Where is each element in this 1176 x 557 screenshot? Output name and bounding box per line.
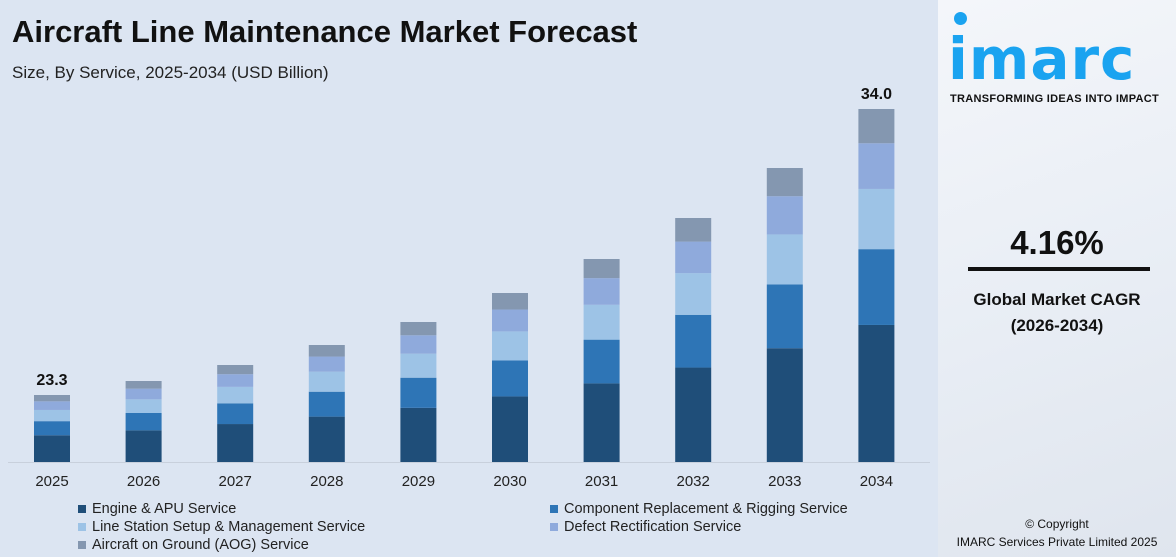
- bar-segment-2029-0: [400, 407, 437, 462]
- bar-segment-2030-3: [492, 309, 528, 332]
- legend-label: Engine & APU Service: [92, 501, 237, 517]
- legend-item: Line Station Setup & Management Service: [78, 519, 365, 535]
- bar-segment-2031-4: [583, 259, 620, 279]
- bar-segment-2032-0: [675, 367, 712, 462]
- bar-segment-2030-1: [492, 360, 528, 397]
- x-tick-label: 2026: [127, 473, 160, 490]
- bar-segment-2029-2: [400, 353, 437, 378]
- legend-swatch: [78, 505, 86, 513]
- bar-segment-2027-3: [217, 374, 254, 387]
- bar-segment-2025-4: [34, 395, 70, 402]
- legend-label: Component Replacement & Rigging Service: [564, 501, 848, 517]
- copyright-line2: IMARC Services Private Limited 2025: [956, 535, 1158, 549]
- bar-segment-2033-0: [766, 348, 803, 462]
- bar-segment-2033-2: [766, 234, 803, 285]
- x-tick-label: 2029: [402, 473, 435, 490]
- total-label: 34.0: [861, 86, 892, 103]
- bar-segment-2030-0: [492, 396, 528, 462]
- bar-segment-2027-2: [217, 386, 254, 404]
- imarc-logo: imarc: [948, 25, 1136, 93]
- bar-segment-2034-2: [858, 188, 895, 250]
- legend-item: Defect Rectification Service: [550, 519, 741, 535]
- legend-swatch: [78, 541, 86, 549]
- bar-segment-2029-1: [400, 377, 437, 408]
- bar-segment-2027-1: [217, 403, 254, 425]
- chart-subtitle: Size, By Service, 2025-2034 (USD Billion…: [12, 63, 329, 82]
- bar-segment-2032-3: [675, 241, 712, 274]
- legend-item: Component Replacement & Rigging Service: [550, 501, 848, 517]
- bar-segment-2028-3: [308, 356, 345, 372]
- chart-area: Aircraft Line Maintenance Market Forecas…: [8, 14, 930, 553]
- legend-label: Defect Rectification Service: [564, 519, 742, 535]
- bar-segment-2031-0: [583, 383, 620, 462]
- bar-segment-2026-1: [125, 413, 162, 431]
- bar-segment-2026-2: [125, 399, 162, 413]
- bar-segment-2026-4: [125, 381, 162, 389]
- bar-segment-2028-4: [308, 345, 345, 357]
- tagline: TRANSFORMING IDEAS INTO IMPACT: [950, 93, 1160, 105]
- bar-plot: 2025 23.3 2026 2027 2028 2029 2030 2031 2032 2033…: [8, 86, 930, 490]
- cagr-label-line1: Global Market CAGR: [973, 290, 1141, 309]
- bar-segment-2032-1: [675, 314, 712, 368]
- legend-swatch: [550, 523, 558, 531]
- legend-item: Engine & APU Service: [78, 501, 236, 517]
- legend-label: Line Station Setup & Management Service: [92, 519, 366, 535]
- x-tick-label: 2033: [768, 473, 801, 490]
- bar-segment-2027-4: [217, 365, 254, 375]
- bar-segment-2030-4: [492, 293, 528, 310]
- chart-title: Aircraft Line Maintenance Market Forecas…: [12, 14, 638, 49]
- legend-swatch: [78, 523, 86, 531]
- total-label: 23.3: [36, 372, 67, 389]
- copyright-line1: © Copyright: [1025, 517, 1089, 531]
- cagr-value: 4.16%: [1010, 224, 1104, 261]
- bar-segment-2027-0: [217, 424, 254, 462]
- bar-segment-2028-0: [308, 416, 345, 462]
- side-panel: imarc TRANSFORMING IDEAS INTO IMPACT 4.1…: [938, 0, 1176, 557]
- bar-segment-2031-1: [583, 339, 620, 384]
- legend-swatch: [550, 505, 558, 513]
- bar-segment-2032-2: [675, 273, 712, 315]
- bar-segment-2025-1: [34, 421, 70, 436]
- x-tick-label: 2025: [35, 473, 68, 490]
- bar-segment-2028-2: [308, 371, 345, 392]
- bar-segment-2026-3: [125, 388, 162, 400]
- bar-segment-2028-1: [308, 391, 345, 417]
- bar-segment-2033-3: [766, 196, 803, 235]
- cagr-label: Global Market CAGR (2026-2034): [938, 287, 1176, 339]
- copyright: © Copyright IMARC Services Private Limit…: [938, 515, 1176, 551]
- bar-segment-2025-0: [34, 435, 70, 462]
- bar-segment-2034-1: [858, 249, 895, 325]
- x-tick-label: 2034: [860, 473, 893, 490]
- bar-segment-2029-3: [400, 335, 437, 354]
- bar-segment-2025-2: [34, 409, 70, 422]
- bar-segment-2033-1: [766, 284, 803, 349]
- bar-segment-2034-3: [858, 143, 895, 189]
- logo-dot: [954, 12, 967, 25]
- bar-segment-2034-4: [858, 109, 895, 144]
- bar-segment-2034-0: [858, 324, 895, 462]
- x-tick-label: 2032: [677, 473, 710, 490]
- x-tick-label: 2027: [219, 473, 252, 490]
- bar-segment-2029-4: [400, 322, 437, 336]
- bar-segment-2031-2: [583, 304, 620, 340]
- bar-segment-2030-2: [492, 331, 528, 361]
- legend-label: Aircraft on Ground (AOG) Service: [92, 537, 309, 553]
- bar-segment-2025-3: [34, 401, 70, 410]
- bar-segment-2031-3: [583, 278, 620, 305]
- cagr-label-line2: (2026-2034): [1010, 316, 1104, 335]
- x-tick-label: 2031: [585, 473, 618, 490]
- x-tick-label: 2030: [493, 473, 526, 490]
- legend-item: Aircraft on Ground (AOG) Service: [78, 537, 309, 553]
- cagr-divider: [968, 267, 1150, 271]
- x-tick-label: 2028: [310, 473, 343, 490]
- bar-segment-2032-4: [675, 218, 712, 242]
- bar-segment-2026-0: [125, 430, 162, 462]
- bar-segment-2033-4: [766, 168, 803, 197]
